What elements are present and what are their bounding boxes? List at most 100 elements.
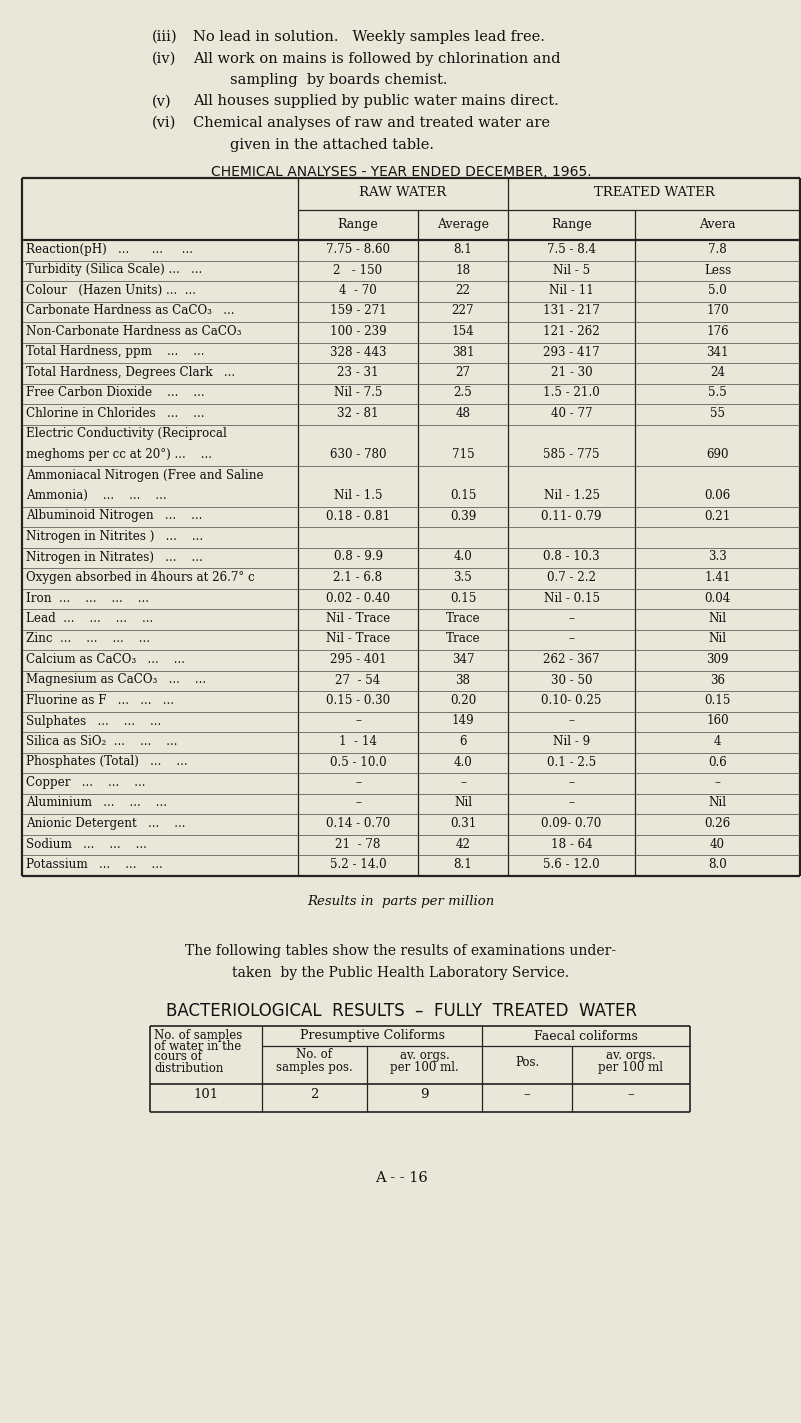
Text: 328 - 443: 328 - 443 [330, 346, 386, 359]
Text: Nil - 7.5: Nil - 7.5 [334, 387, 382, 400]
Text: 5.6 - 12.0: 5.6 - 12.0 [543, 858, 600, 871]
Text: Nil - Trace: Nil - Trace [326, 612, 390, 625]
Text: (iii): (iii) [152, 30, 178, 44]
Text: No lead in solution.   Weekly samples lead free.: No lead in solution. Weekly samples lead… [193, 30, 545, 44]
Text: 121 - 262: 121 - 262 [543, 324, 600, 339]
Text: Potassium   ...    ...    ...: Potassium ... ... ... [26, 858, 163, 871]
Text: –: – [524, 1089, 530, 1101]
Text: (v): (v) [152, 94, 171, 108]
Text: 2   - 150: 2 - 150 [333, 263, 383, 276]
Text: 227: 227 [452, 305, 474, 317]
Text: Total Hardness, ppm    ...    ...: Total Hardness, ppm ... ... [26, 346, 204, 359]
Text: Magnesium as CaCO₃   ...    ...: Magnesium as CaCO₃ ... ... [26, 673, 206, 686]
Text: 22: 22 [456, 285, 470, 297]
Text: meghoms per cc at 20°) ...    ...: meghoms per cc at 20°) ... ... [26, 448, 212, 461]
Text: –: – [569, 776, 574, 788]
Text: Oxygen absorbed in 4hours at 26.7° c: Oxygen absorbed in 4hours at 26.7° c [26, 571, 255, 583]
Text: 0.11- 0.79: 0.11- 0.79 [541, 509, 602, 522]
Text: 48: 48 [456, 407, 470, 420]
Text: 0.21: 0.21 [704, 509, 731, 522]
Text: Nitrogen in Nitrates)   ...    ...: Nitrogen in Nitrates) ... ... [26, 551, 203, 564]
Text: Colour   (Hazen Units) ...  ...: Colour (Hazen Units) ... ... [26, 285, 196, 297]
Text: CHEMICAL ANALYSES - YEAR ENDED DECEMBER, 1965.: CHEMICAL ANALYSES - YEAR ENDED DECEMBER,… [211, 165, 591, 179]
Text: 0.8 - 9.9: 0.8 - 9.9 [333, 551, 383, 564]
Text: per 100 ml: per 100 ml [598, 1060, 663, 1073]
Text: 2: 2 [310, 1089, 319, 1101]
Text: Silica as SiO₂  ...    ...    ...: Silica as SiO₂ ... ... ... [26, 736, 178, 748]
Text: 40: 40 [710, 838, 725, 851]
Text: Carbonate Hardness as CaCO₃   ...: Carbonate Hardness as CaCO₃ ... [26, 305, 235, 317]
Text: 21 - 30: 21 - 30 [551, 366, 592, 379]
Text: –: – [569, 797, 574, 810]
Text: 341: 341 [706, 346, 729, 359]
Text: 2.5: 2.5 [453, 387, 473, 400]
Text: Total Hardness, Degrees Clark   ...: Total Hardness, Degrees Clark ... [26, 366, 235, 379]
Text: av. orgs.: av. orgs. [400, 1049, 449, 1062]
Text: per 100 ml.: per 100 ml. [390, 1060, 459, 1073]
Text: Ammoniacal Nitrogen (Free and Saline: Ammoniacal Nitrogen (Free and Saline [26, 468, 264, 481]
Text: 0.04: 0.04 [704, 592, 731, 605]
Text: 30 - 50: 30 - 50 [551, 673, 592, 686]
Text: 7.75 - 8.60: 7.75 - 8.60 [326, 243, 390, 256]
Text: Less: Less [704, 263, 731, 276]
Text: sampling  by boards chemist.: sampling by boards chemist. [193, 73, 448, 87]
Text: –: – [460, 776, 466, 788]
Text: TREATED WATER: TREATED WATER [594, 186, 714, 199]
Text: 159 - 271: 159 - 271 [330, 305, 386, 317]
Text: Sulphates   ...    ...    ...: Sulphates ... ... ... [26, 714, 161, 727]
Text: –: – [355, 776, 361, 788]
Text: Faecal coliforms: Faecal coliforms [534, 1029, 638, 1043]
Text: 2.1 - 6.8: 2.1 - 6.8 [333, 571, 383, 583]
Text: 160: 160 [706, 714, 729, 727]
Text: 27  - 54: 27 - 54 [336, 673, 380, 686]
Text: Average: Average [437, 218, 489, 231]
Text: 8.1: 8.1 [453, 243, 473, 256]
Text: The following tables show the results of examinations under-: The following tables show the results of… [186, 943, 617, 958]
Text: 5.5: 5.5 [708, 387, 727, 400]
Text: Fluorine as F   ...   ...   ...: Fluorine as F ... ... ... [26, 694, 174, 707]
Text: Turbidity (Silica Scale) ...   ...: Turbidity (Silica Scale) ... ... [26, 263, 202, 276]
Text: 101: 101 [193, 1089, 219, 1101]
Text: –: – [569, 632, 574, 646]
Text: Trace: Trace [445, 612, 481, 625]
Text: Range: Range [551, 218, 592, 231]
Text: Ammonia)    ...    ...    ...: Ammonia) ... ... ... [26, 490, 167, 502]
Text: Nil: Nil [454, 797, 472, 810]
Text: 630 - 780: 630 - 780 [330, 448, 386, 461]
Text: 0.14 - 0.70: 0.14 - 0.70 [326, 817, 390, 830]
Text: 0.15: 0.15 [450, 490, 476, 502]
Text: 0.15 - 0.30: 0.15 - 0.30 [326, 694, 390, 707]
Text: Lead  ...    ...    ...    ...: Lead ... ... ... ... [26, 612, 153, 625]
Text: Chlorine in Chlorides   ...    ...: Chlorine in Chlorides ... ... [26, 407, 204, 420]
Text: 0.10- 0.25: 0.10- 0.25 [541, 694, 602, 707]
Text: 55: 55 [710, 407, 725, 420]
Text: 0.06: 0.06 [704, 490, 731, 502]
Text: 4.0: 4.0 [453, 756, 473, 768]
Text: Presumptive Coliforms: Presumptive Coliforms [300, 1029, 445, 1043]
Text: Avera: Avera [699, 218, 736, 231]
Text: Iron  ...    ...    ...    ...: Iron ... ... ... ... [26, 592, 149, 605]
Text: 3.5: 3.5 [453, 571, 473, 583]
Text: Zinc  ...    ...    ...    ...: Zinc ... ... ... ... [26, 632, 150, 646]
Text: 32 - 81: 32 - 81 [337, 407, 379, 420]
Text: Reaction(pH)   ...      ...     ...: Reaction(pH) ... ... ... [26, 243, 193, 256]
Text: 295 - 401: 295 - 401 [330, 653, 386, 666]
Text: Nitrogen in Nitrites )   ...    ...: Nitrogen in Nitrites ) ... ... [26, 529, 203, 544]
Text: 0.15: 0.15 [704, 694, 731, 707]
Text: All work on mains is followed by chlorination and: All work on mains is followed by chlorin… [193, 51, 561, 65]
Text: 585 - 775: 585 - 775 [543, 448, 600, 461]
Text: Copper   ...    ...    ...: Copper ... ... ... [26, 776, 146, 788]
Text: 176: 176 [706, 324, 729, 339]
Text: Nil - 9: Nil - 9 [553, 736, 590, 748]
Text: Electric Conductivity (Reciprocal: Electric Conductivity (Reciprocal [26, 427, 227, 441]
Text: 7.5 - 8.4: 7.5 - 8.4 [547, 243, 596, 256]
Text: 7.8: 7.8 [708, 243, 727, 256]
Text: 36: 36 [710, 673, 725, 686]
Text: (vi): (vi) [152, 117, 176, 129]
Text: Aluminium   ...    ...    ...: Aluminium ... ... ... [26, 797, 167, 810]
Text: 0.18 - 0.81: 0.18 - 0.81 [326, 509, 390, 522]
Text: samples pos.: samples pos. [276, 1060, 353, 1073]
Text: 1.41: 1.41 [704, 571, 731, 583]
Text: of water in the: of water in the [154, 1039, 241, 1053]
Text: Non-Carbonate Hardness as CaCO₃: Non-Carbonate Hardness as CaCO₃ [26, 324, 241, 339]
